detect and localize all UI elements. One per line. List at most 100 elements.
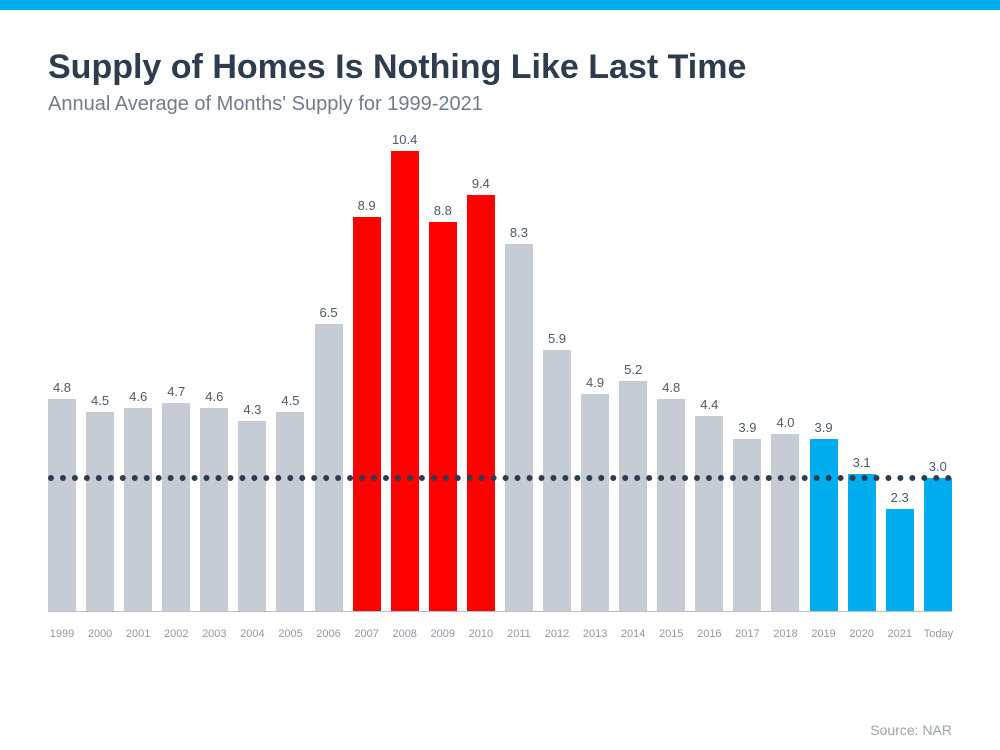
- x-axis-label: 2019: [810, 628, 838, 640]
- bar-rect: [124, 408, 152, 611]
- chart-container: Supply of Homes Is Nothing Like Last Tim…: [0, 10, 1000, 640]
- bar-rect: [657, 399, 685, 611]
- bar-rect: [505, 244, 533, 611]
- bar-value-label: 8.9: [358, 198, 376, 213]
- bar-value-label: 5.9: [548, 331, 566, 346]
- bar-rect: [619, 381, 647, 611]
- bar-value-label: 5.2: [624, 362, 642, 377]
- x-axis-label: 2012: [543, 628, 571, 640]
- bars-group: 4.84.54.64.74.64.34.56.58.910.48.89.48.3…: [48, 151, 952, 611]
- reference-line: [48, 475, 952, 481]
- bar-value-label: 4.8: [53, 380, 71, 395]
- bar-rect: [695, 416, 723, 611]
- bar: 4.5: [86, 412, 114, 611]
- bar-value-label: 3.9: [815, 420, 833, 435]
- x-axis-label: 2008: [391, 628, 419, 640]
- x-axis-label: 2001: [124, 628, 152, 640]
- bar: 4.7: [162, 403, 190, 611]
- x-axis-label: 2006: [315, 628, 343, 640]
- bar: 8.9: [353, 217, 381, 611]
- bar-value-label: 6.5: [320, 305, 338, 320]
- bar-value-label: 8.8: [434, 203, 452, 218]
- x-axis-label: 2020: [848, 628, 876, 640]
- bar-value-label: 2.3: [891, 490, 909, 505]
- bar-rect: [162, 403, 190, 611]
- bar-value-label: 4.8: [662, 380, 680, 395]
- bar-rect: [810, 439, 838, 612]
- bar: 3.1: [848, 474, 876, 611]
- bar: 5.2: [619, 381, 647, 611]
- x-axis-label: 2013: [581, 628, 609, 640]
- bar-value-label: 10.4: [392, 132, 417, 147]
- bar-value-label: 8.3: [510, 225, 528, 240]
- x-axis-label: 1999: [48, 628, 76, 640]
- bar: 4.9: [581, 394, 609, 611]
- bar-value-label: 4.9: [586, 375, 604, 390]
- x-axis-label: 2009: [429, 628, 457, 640]
- bar-value-label: 3.0: [929, 459, 947, 474]
- x-axis-label: 2004: [238, 628, 266, 640]
- x-axis-label: 2007: [353, 628, 381, 640]
- bar-value-label: 3.1: [853, 455, 871, 470]
- bar-rect: [924, 478, 952, 611]
- bar-rect: [276, 412, 304, 611]
- bar: 4.6: [200, 408, 228, 611]
- bar: 3.0: [924, 478, 952, 611]
- chart-subtitle: Annual Average of Months' Supply for 199…: [48, 93, 952, 116]
- bar-value-label: 4.5: [281, 393, 299, 408]
- bar: 6.5: [315, 324, 343, 612]
- x-axis-label: 2014: [619, 628, 647, 640]
- bar-rect: [315, 324, 343, 612]
- bar-value-label: 4.3: [243, 402, 261, 417]
- x-axis-label: Today: [924, 628, 952, 640]
- bar-value-label: 4.7: [167, 384, 185, 399]
- bar: 4.3: [238, 421, 266, 611]
- x-axis-label: 2018: [771, 628, 799, 640]
- bar: 4.4: [695, 416, 723, 611]
- bar-value-label: 9.4: [472, 176, 490, 191]
- x-axis-label: 2005: [276, 628, 304, 640]
- bar-value-label: 3.9: [738, 420, 756, 435]
- bar-rect: [86, 412, 114, 611]
- chart-title: Supply of Homes Is Nothing Like Last Tim…: [48, 48, 952, 87]
- bar-rect: [771, 434, 799, 611]
- bar: 3.9: [733, 439, 761, 612]
- x-axis-label: 2000: [86, 628, 114, 640]
- x-axis-label: 2011: [505, 628, 533, 640]
- bar: 3.9: [810, 439, 838, 612]
- source-label: Source: NAR: [870, 722, 952, 738]
- bar-rect: [848, 474, 876, 611]
- bar: 4.0: [771, 434, 799, 611]
- bar-value-label: 4.0: [776, 415, 794, 430]
- bar: 4.8: [48, 399, 76, 611]
- bar-rect: [581, 394, 609, 611]
- bar-rect: [733, 439, 761, 612]
- bar: 2.3: [886, 509, 914, 611]
- x-axis-label: 2015: [657, 628, 685, 640]
- bar-value-label: 4.5: [91, 393, 109, 408]
- bar-rect: [429, 222, 457, 611]
- bar-rect: [200, 408, 228, 611]
- x-axis-label: 2002: [162, 628, 190, 640]
- bar: 9.4: [467, 195, 495, 611]
- bar-value-label: 4.4: [700, 397, 718, 412]
- plot-area: 4.84.54.64.74.64.34.56.58.910.48.89.48.3…: [48, 151, 952, 612]
- x-axis-label: 2010: [467, 628, 495, 640]
- bar-rect: [353, 217, 381, 611]
- bar-rect: [467, 195, 495, 611]
- bar-rect: [238, 421, 266, 611]
- bar-rect: [391, 151, 419, 611]
- bar-rect: [886, 509, 914, 611]
- x-axis-label: 2003: [200, 628, 228, 640]
- bar-value-label: 4.6: [205, 389, 223, 404]
- bar: 4.8: [657, 399, 685, 611]
- accent-top-bar: [0, 0, 1000, 10]
- bar-rect: [48, 399, 76, 611]
- bar: 8.3: [505, 244, 533, 611]
- x-axis-labels: 1999 2000 2001 2002 2003 2004 2005 2006 2007 2008…: [48, 628, 952, 640]
- chart-area: 4.84.54.64.74.64.34.56.58.910.48.89.48.3…: [48, 140, 952, 640]
- bar: 4.5: [276, 412, 304, 611]
- bar-value-label: 4.6: [129, 389, 147, 404]
- x-axis-label: 2021: [886, 628, 914, 640]
- bar: 4.6: [124, 408, 152, 611]
